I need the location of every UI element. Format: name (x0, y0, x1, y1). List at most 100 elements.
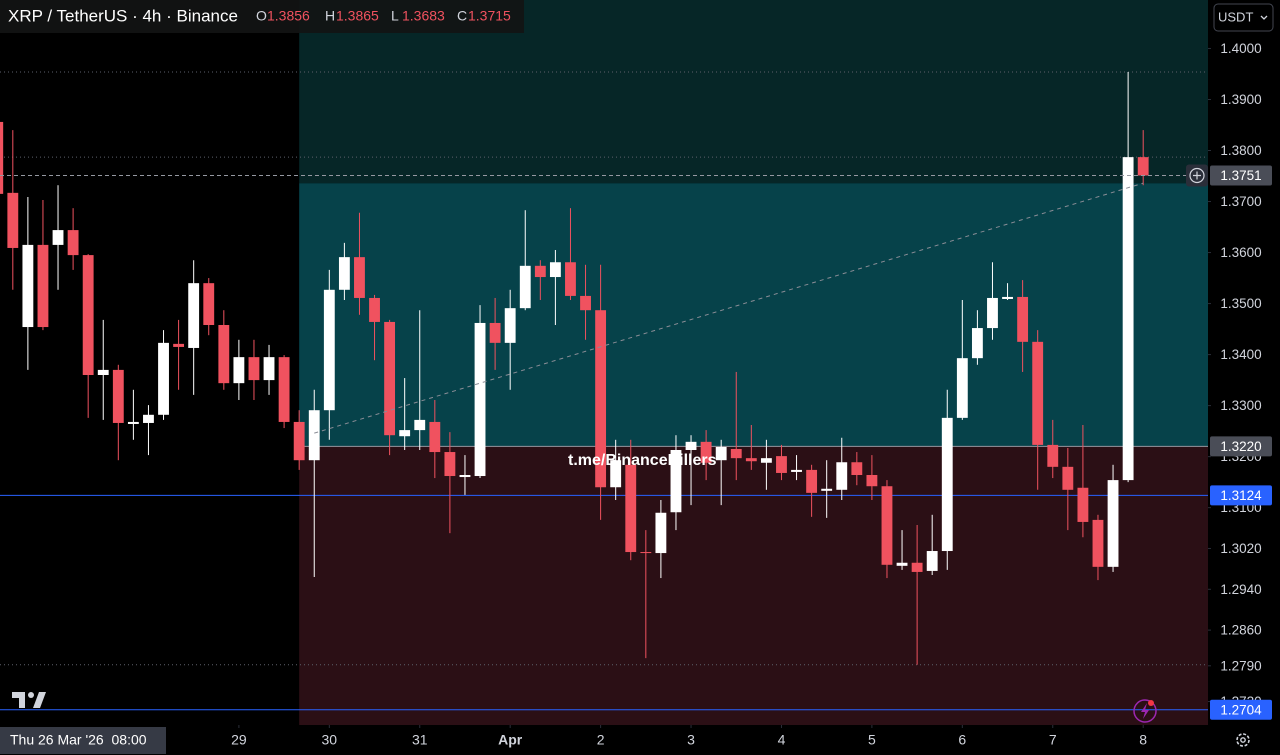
y-tick-label: 1.3700 (1220, 194, 1261, 209)
candle-body (534, 265, 546, 278)
x-tick-label: 30 (322, 732, 338, 748)
alert-bolt (1141, 703, 1149, 719)
entry-price-label: 1.3220 (1220, 439, 1261, 454)
settings-icon[interactable] (1236, 733, 1250, 747)
symbol-title: XRP / TetherUS · 4h · Binance (8, 6, 238, 25)
candle-body (323, 289, 335, 411)
candle-body (685, 441, 697, 450)
stop-zone (299, 446, 1208, 725)
candle-body (354, 257, 365, 298)
candle-body (1107, 480, 1119, 567)
x-tick-label: 7 (1049, 732, 1057, 748)
ohlc-key: L (391, 8, 399, 24)
candle-body (1062, 466, 1074, 490)
ohlc-value: 1.3715 (468, 8, 511, 24)
candle-body (82, 255, 94, 375)
entry-price-label-bg (1210, 436, 1272, 457)
currency-label[interactable]: USDT (1218, 9, 1253, 24)
candle-body (987, 297, 998, 329)
candle-body (730, 448, 742, 459)
header-bar (0, 0, 524, 33)
candle-body (22, 244, 34, 328)
candle-body (399, 430, 411, 437)
candle-body (1122, 157, 1134, 481)
candle-body (971, 328, 983, 359)
candle-body (429, 421, 441, 453)
candle-body (37, 244, 49, 328)
candle-body (7, 192, 19, 248)
ohlc-value: 1.3683 (402, 8, 445, 24)
candle-body (203, 283, 215, 325)
candle-body (670, 450, 682, 513)
x-tick-label: 3 (687, 732, 695, 748)
candle-body (926, 551, 938, 571)
candle-body (188, 283, 200, 348)
y-tick-label: 1.3300 (1220, 398, 1261, 413)
crosshair-time-bg (0, 727, 166, 754)
ohlc-key: H (325, 8, 335, 24)
y-tick-label: 1.3400 (1220, 347, 1261, 362)
y-tick-label: 1.3800 (1220, 143, 1261, 158)
level-price-label: 1.2704 (1220, 702, 1262, 717)
y-tick-label: 1.3900 (1220, 92, 1261, 107)
candle-body (760, 458, 772, 463)
candle-body (851, 462, 863, 475)
candle-body (1077, 487, 1089, 522)
level-price-label-bg (1210, 485, 1272, 506)
add-alert-ring[interactable] (1189, 167, 1205, 184)
alert-dot (1148, 700, 1154, 706)
candle-body (700, 441, 712, 463)
x-tick-label: 4 (778, 732, 786, 748)
candle-body (640, 552, 652, 554)
candle-body (625, 464, 637, 553)
candle-body (233, 357, 245, 384)
candle-body (127, 421, 139, 424)
ohlc-key: C (457, 8, 467, 24)
candles (0, 71, 1149, 665)
alert-ring[interactable] (1133, 699, 1157, 723)
add-alert-button[interactable] (1186, 164, 1208, 187)
candle-body (112, 369, 124, 423)
x-tick-label: 6 (958, 732, 966, 748)
position-zones (299, 0, 1208, 725)
candle-body (941, 417, 953, 552)
gear-hub (1240, 737, 1246, 743)
candle-body (459, 475, 471, 478)
currency-button[interactable] (1213, 3, 1274, 32)
candle-body (293, 421, 305, 461)
candle-body (444, 452, 456, 477)
candle-body (1092, 519, 1104, 567)
tv-logo (12, 692, 46, 708)
candle-body (263, 357, 275, 381)
candle-body (369, 297, 380, 322)
candle-body (896, 562, 908, 566)
add-alert-plus (1193, 171, 1201, 180)
y-tick-label: 1.2860 (1220, 623, 1261, 638)
logo-part (33, 692, 46, 708)
candle-body (881, 486, 893, 565)
x-tick-label: 29 (231, 732, 247, 748)
candle-body (1137, 157, 1149, 176)
gear-ring[interactable] (1236, 733, 1250, 747)
time-axis: 29 30 31 Apr 2 3 4 5 6 7 8 Thu 26 Mar '26 08:00 (0, 725, 1147, 754)
candle-body (338, 257, 350, 290)
candle-body (218, 325, 230, 384)
candle-body (278, 357, 290, 422)
candle-body (173, 343, 185, 347)
alert-icon[interactable] (1133, 699, 1157, 723)
candle-body (248, 357, 260, 381)
candle-body (866, 475, 878, 487)
level-price-label-bg (1210, 699, 1272, 720)
x-tick-label: 31 (412, 732, 428, 748)
candle-body (0, 121, 4, 194)
crosshair-time-label: Thu 26 Mar '26 08:00 (10, 732, 147, 748)
candle-body (474, 322, 486, 477)
candle-body (52, 230, 64, 245)
y-tick-label: 1.3600 (1220, 245, 1261, 260)
candle-body (1032, 341, 1044, 445)
candle-body (67, 230, 79, 256)
candle-body (143, 414, 154, 423)
y-tick-label: 1.4000 (1220, 41, 1261, 56)
candle-body (655, 512, 667, 554)
x-tick-label: 2 (597, 732, 605, 748)
